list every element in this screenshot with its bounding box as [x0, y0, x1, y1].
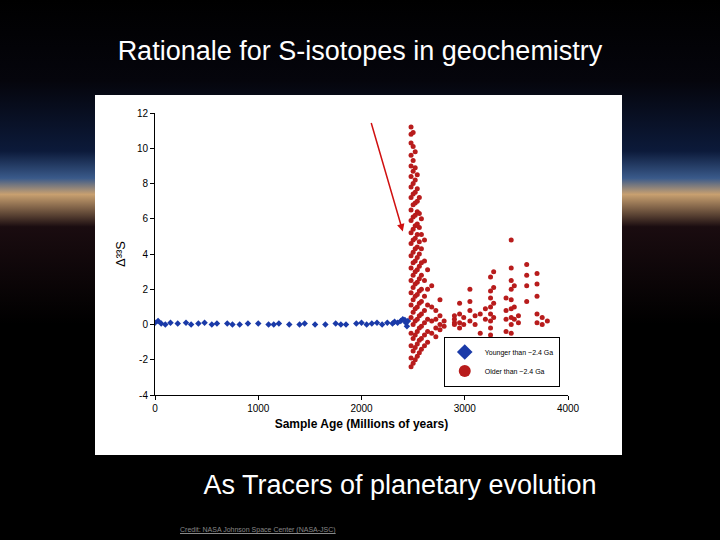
- svg-text:-2: -2: [139, 354, 148, 365]
- svg-text:Younger than ~2.4 Ga: Younger than ~2.4 Ga: [485, 349, 554, 357]
- svg-text:8: 8: [142, 178, 148, 189]
- svg-text:0: 0: [152, 403, 158, 414]
- html-text:Credit: NASA Johnson Space Cen: Credit: NASA Johnson Space Center (NASA-…: [180, 526, 336, 533]
- svg-text:4: 4: [142, 249, 148, 260]
- html-text:As Tracers of planetary evolut: As Tracers of planetary evolution: [203, 470, 597, 500]
- svg-text:6: 6: [142, 213, 148, 224]
- svg-text:2000: 2000: [350, 403, 373, 414]
- svg-text:4000: 4000: [557, 403, 580, 414]
- svg-text:1000: 1000: [247, 403, 270, 414]
- svg-text:0: 0: [142, 319, 148, 330]
- svg-text:3000: 3000: [454, 403, 477, 414]
- svg-text:-4: -4: [139, 390, 148, 401]
- svg-text:10: 10: [137, 143, 149, 154]
- svg-text:2: 2: [142, 284, 148, 295]
- html-text:Rationale for S-isotopes in ge: Rationale for S-isotopes in geochemistry: [117, 36, 603, 66]
- svg-text:Sample Age (Millions of years): Sample Age (Millions of years): [275, 417, 449, 431]
- svg-text:Older than ~2.4 Ga: Older than ~2.4 Ga: [485, 368, 545, 375]
- svg-text:Δ³³S: Δ³³S: [113, 241, 128, 267]
- svg-text:12: 12: [137, 108, 149, 119]
